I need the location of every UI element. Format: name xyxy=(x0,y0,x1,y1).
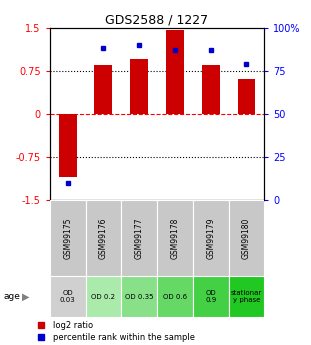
Text: GSM99178: GSM99178 xyxy=(170,217,179,259)
Bar xyxy=(130,59,148,114)
Text: GSM99175: GSM99175 xyxy=(63,217,72,259)
Bar xyxy=(50,200,86,276)
Bar xyxy=(202,65,220,114)
Bar xyxy=(193,276,229,317)
Text: GSM99177: GSM99177 xyxy=(135,217,144,259)
Text: log2 ratio: log2 ratio xyxy=(53,321,93,329)
Title: GDS2588 / 1227: GDS2588 / 1227 xyxy=(105,13,209,27)
Text: percentile rank within the sample: percentile rank within the sample xyxy=(53,333,195,342)
Bar xyxy=(238,79,255,114)
Bar xyxy=(86,200,121,276)
Text: GSM99176: GSM99176 xyxy=(99,217,108,259)
Text: GSM99180: GSM99180 xyxy=(242,217,251,259)
Bar xyxy=(121,200,157,276)
Bar xyxy=(229,200,264,276)
Text: GSM99179: GSM99179 xyxy=(206,217,215,259)
Bar xyxy=(121,276,157,317)
Bar xyxy=(166,30,184,114)
Bar xyxy=(157,200,193,276)
Text: OD
0.03: OD 0.03 xyxy=(60,290,76,303)
Text: stationar
y phase: stationar y phase xyxy=(231,290,262,303)
Text: OD 0.2: OD 0.2 xyxy=(91,294,115,300)
Bar xyxy=(157,276,193,317)
Bar xyxy=(193,200,229,276)
Bar xyxy=(229,276,264,317)
Text: age: age xyxy=(3,292,20,301)
Text: ▶: ▶ xyxy=(22,292,29,302)
Bar xyxy=(50,276,86,317)
Text: OD
0.9: OD 0.9 xyxy=(205,290,216,303)
Text: OD 0.6: OD 0.6 xyxy=(163,294,187,300)
Bar xyxy=(59,114,77,177)
Bar xyxy=(86,276,121,317)
Text: OD 0.35: OD 0.35 xyxy=(125,294,153,300)
Bar xyxy=(95,65,112,114)
